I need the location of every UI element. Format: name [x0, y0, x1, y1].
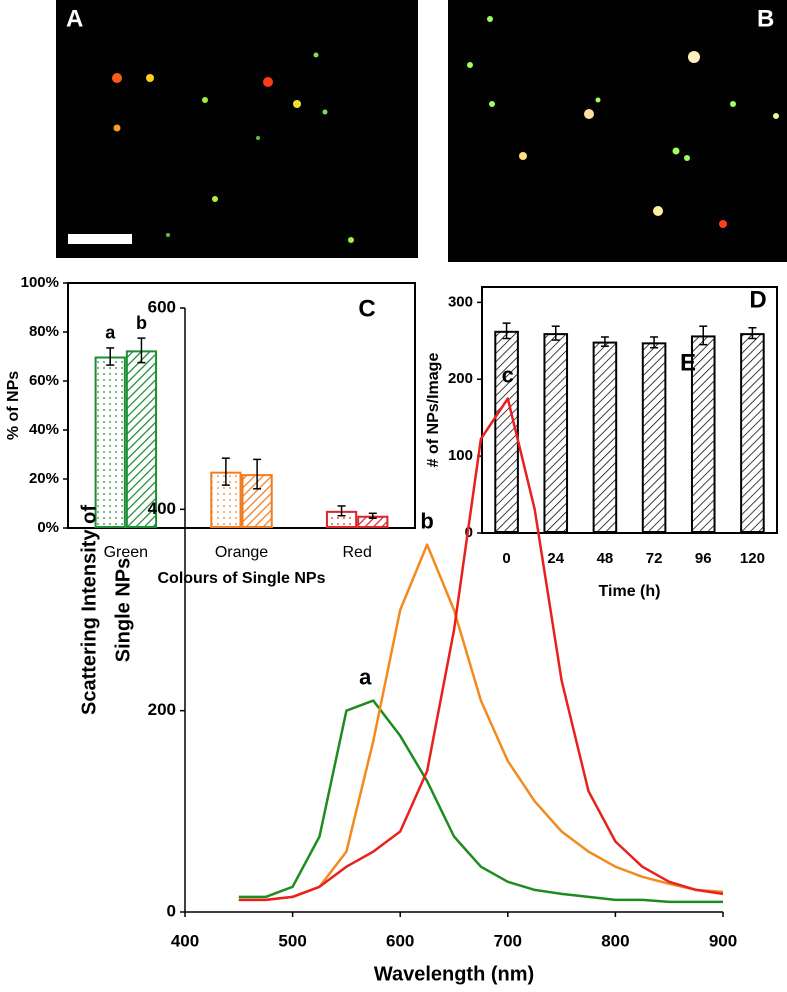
panel-label: A [66, 5, 83, 32]
scale-bar [68, 234, 132, 244]
particle [653, 206, 663, 216]
particle [113, 124, 121, 132]
y-tick-label: 0 [167, 901, 176, 920]
x-tick-label: 400 [171, 931, 199, 950]
x-tick-label: 900 [709, 931, 737, 950]
x-tick-label: Red [342, 544, 371, 561]
micrograph [448, 0, 787, 262]
y-axis-label: # of NPs/Image [425, 353, 442, 468]
x-axis-label: Time (h) [599, 583, 661, 600]
y-axis-label: % of NPs [5, 371, 22, 440]
panel-label: E [680, 349, 696, 376]
x-tick-label: 24 [547, 550, 564, 567]
x-tick-label: Orange [215, 544, 268, 561]
y-tick-label: 400 [148, 499, 176, 518]
y-axis-label: Single NPs [112, 558, 134, 662]
particle [212, 196, 218, 202]
y-tick-label: 200 [148, 700, 176, 719]
y-tick-label: 300 [448, 293, 473, 310]
line [238, 699, 723, 904]
micrograph [56, 0, 418, 258]
particle [773, 113, 779, 119]
particle [672, 147, 680, 155]
particle [348, 237, 354, 243]
series-label: c [502, 362, 514, 387]
error-bar [699, 325, 708, 346]
bar [94, 356, 126, 528]
image-a: A [56, 0, 418, 258]
series-label: b [136, 313, 147, 333]
particle [112, 73, 122, 83]
x-axis-label: Wavelength (nm) [374, 963, 534, 985]
x-tick-label: 700 [494, 931, 522, 950]
particle [313, 52, 319, 58]
x-tick-label: 96 [695, 550, 712, 567]
particle [487, 16, 493, 22]
particle [730, 101, 736, 107]
image-b: B [448, 0, 787, 262]
bar [592, 341, 618, 533]
y-tick-label: 0% [37, 519, 59, 536]
y-tick-label: 200 [448, 370, 473, 387]
x-tick-label: 800 [601, 931, 629, 950]
panel-label: D [749, 286, 766, 313]
particle [489, 101, 495, 107]
particle [166, 233, 170, 237]
x-tick-label: Green [104, 544, 148, 561]
x-axis-label: Colours of Single NPs [157, 570, 325, 587]
plot-frame [481, 286, 778, 534]
series-label: b [420, 508, 433, 533]
error-bar [650, 336, 659, 349]
particle [519, 152, 527, 160]
x-tick-label: 600 [386, 931, 414, 950]
y-tick-label: 100% [21, 274, 59, 291]
error-bar [600, 336, 609, 347]
error-bar [137, 337, 146, 364]
panel-label: B [757, 5, 774, 32]
error-bar [551, 325, 560, 341]
error-bar [368, 512, 377, 519]
bar [740, 333, 765, 533]
particle [293, 100, 301, 108]
particle [719, 220, 727, 228]
y-tick-label: 20% [29, 470, 59, 487]
y-tick-label: 600 [148, 297, 176, 316]
y-tick-label: 40% [29, 421, 59, 438]
x-tick-label: 0 [502, 550, 510, 567]
line [238, 397, 724, 902]
series-label: a [359, 664, 372, 689]
y-tick-label: 80% [29, 323, 59, 340]
particle [688, 51, 700, 63]
particle [256, 136, 260, 140]
x-tick-label: 48 [597, 550, 614, 567]
y-tick-label: 60% [29, 372, 59, 389]
panel-label: C [358, 295, 375, 322]
error-bar [106, 347, 115, 366]
particle [263, 77, 273, 87]
particle [202, 97, 208, 103]
error-bar [221, 457, 230, 486]
particle [146, 74, 154, 82]
error-bar [337, 505, 346, 517]
bar [543, 333, 569, 533]
error-bar [253, 458, 262, 490]
x-tick-label: 72 [646, 550, 663, 567]
bar [641, 342, 667, 533]
particle [684, 155, 690, 161]
y-tick-label: 100 [448, 447, 473, 464]
x-tick-label: 500 [278, 931, 306, 950]
particle [584, 109, 594, 119]
series-label: a [105, 323, 116, 343]
error-bar [502, 322, 511, 340]
y-axis-label: Scattering Intensity of [78, 505, 100, 715]
x-tick-label: 120 [740, 550, 765, 567]
particle [595, 97, 601, 103]
particle [322, 109, 328, 115]
particle [467, 62, 473, 68]
error-bar [748, 326, 757, 340]
